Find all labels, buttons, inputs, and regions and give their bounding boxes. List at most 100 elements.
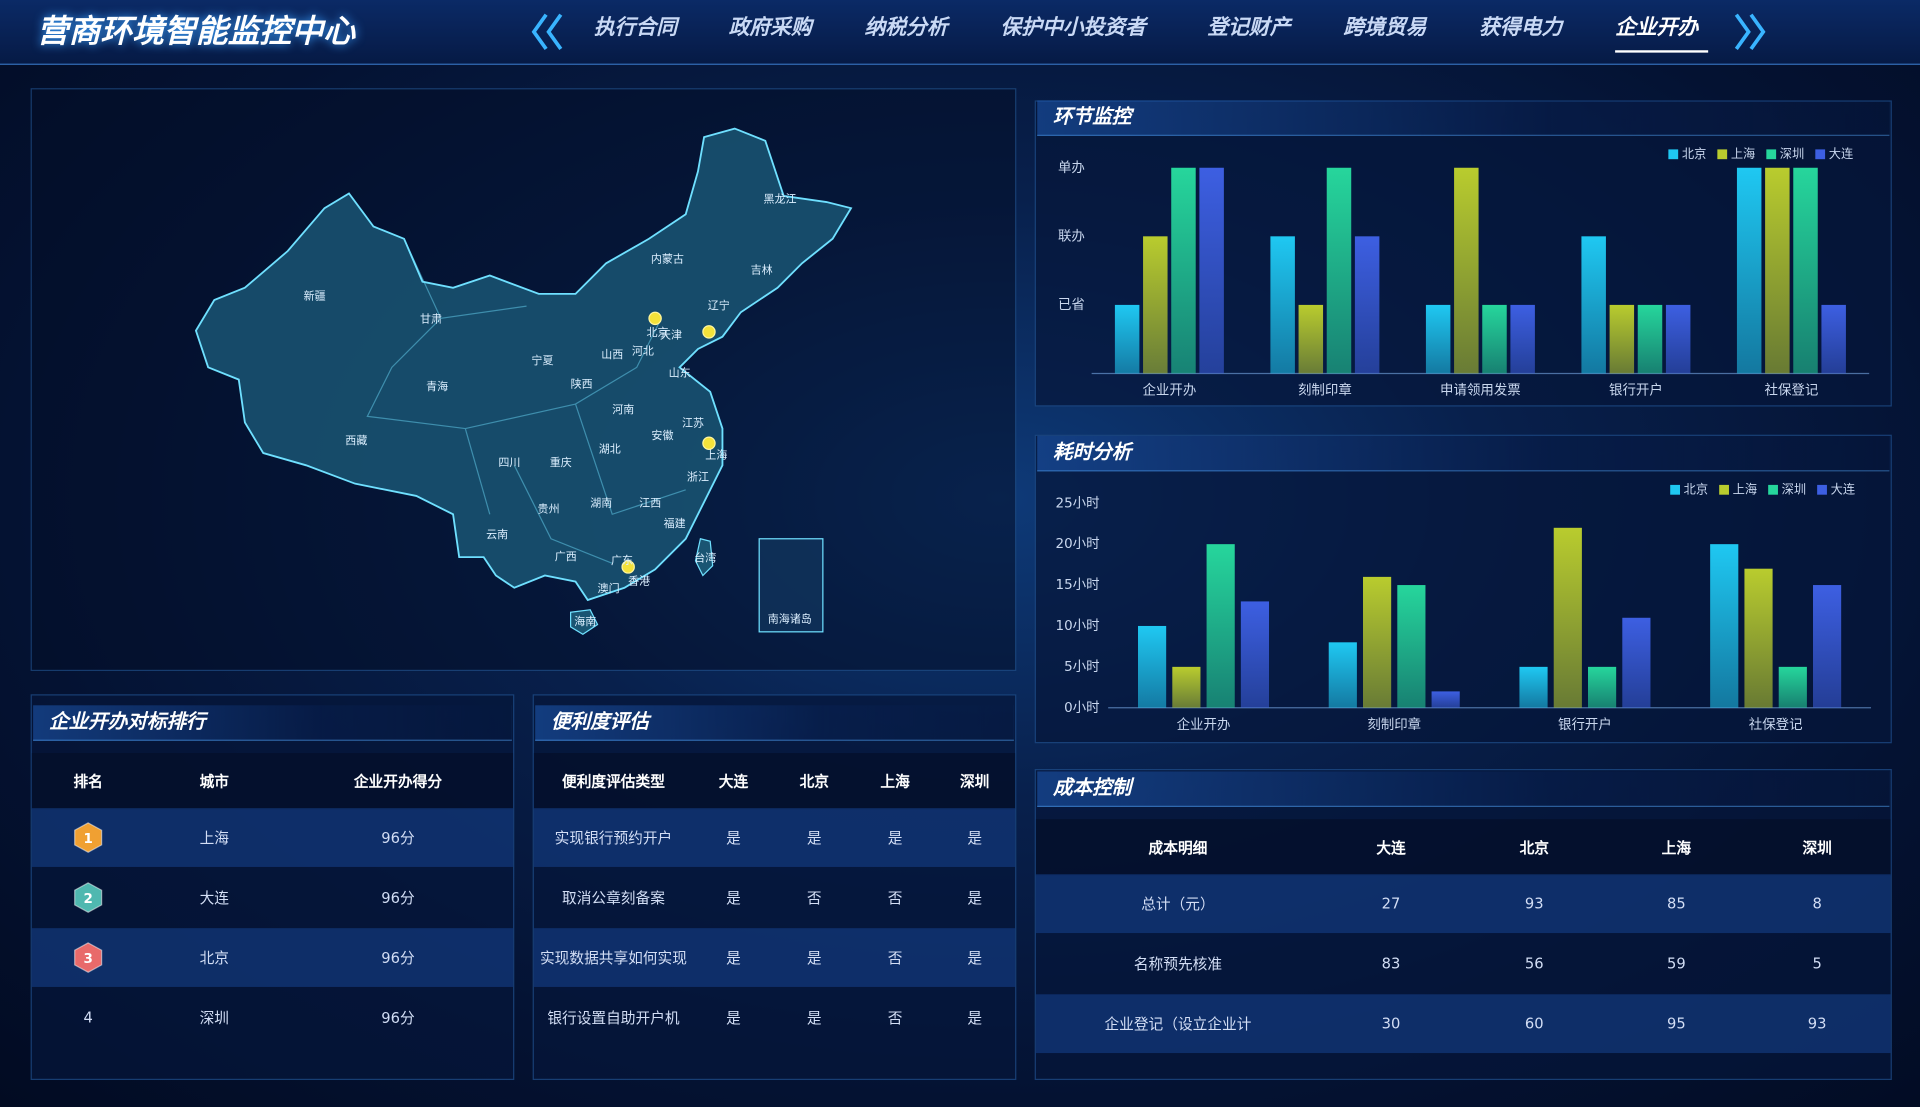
table-cell: 56: [1524, 955, 1544, 973]
x-tick-label: 刻制印章: [1298, 382, 1352, 399]
table-cell: 深圳: [199, 1009, 229, 1027]
table-header: 深圳: [959, 773, 990, 791]
province-label: 甘肃: [420, 313, 442, 326]
table-row-bg: [1035, 874, 1891, 934]
table-cell: 是: [967, 1009, 983, 1027]
title-bar: [1037, 100, 1890, 136]
bar: [1710, 544, 1739, 708]
province-label: 四川: [498, 456, 520, 469]
province-label: 辽宁: [708, 298, 730, 312]
table-cell: 是: [887, 829, 903, 847]
table-cell: 实现数据共享如何实现: [539, 949, 687, 967]
page-title: 营商环境智能监控中心: [37, 12, 356, 50]
table-header: 北京: [799, 773, 829, 791]
bar: [1454, 167, 1479, 374]
table-row-bg: [31, 808, 514, 867]
x-tick-label: 刻制印章: [1367, 716, 1421, 733]
y-tick-label: 单办: [1058, 160, 1085, 176]
legend-swatch: [1670, 484, 1680, 495]
table-row-bg: [31, 928, 514, 987]
section-title: 成本控制: [1052, 776, 1135, 799]
bar: [1326, 167, 1352, 374]
bar: [1482, 304, 1507, 374]
legend-label: 大连: [1829, 146, 1853, 161]
badge-shape: [74, 942, 103, 973]
table-cell: 85: [1666, 895, 1686, 913]
nav-item[interactable]: 企业开办: [1615, 15, 1699, 39]
bar: [1363, 576, 1392, 708]
y-tick-label: 0小时: [1064, 700, 1099, 716]
table-cell: 是: [726, 949, 741, 967]
bar: [1425, 304, 1451, 374]
table-row-bg: [1035, 994, 1891, 1054]
nav-prev[interactable]: [531, 13, 563, 51]
nav-item[interactable]: 跨境贸易: [1343, 15, 1427, 39]
table-cell: 企业登记（设立企业计: [1104, 1015, 1252, 1033]
badge-shape: [74, 822, 103, 853]
table-header-bg: [31, 753, 514, 810]
y-tick-label: 25小时: [1056, 495, 1100, 511]
table-cell: 大连: [199, 889, 229, 907]
province-label: 西藏: [345, 434, 367, 447]
x-tick-label: 社保登记: [1749, 717, 1803, 733]
table-cell: 是: [967, 829, 983, 847]
bar: [1519, 666, 1548, 708]
section-title: 耗时分析: [1053, 441, 1134, 464]
legend-label: 大连: [1831, 481, 1855, 496]
province-label: 宁夏: [531, 353, 553, 367]
legend-swatch: [1817, 484, 1827, 495]
table-header: 深圳: [1802, 839, 1832, 857]
nav-next[interactable]: [1734, 13, 1766, 51]
nav-item[interactable]: 保护中小投资者: [1000, 15, 1149, 39]
table-cell: 是: [806, 829, 822, 847]
city-marker: [702, 436, 716, 451]
bar: [1510, 304, 1535, 374]
table-cell: 是: [806, 949, 822, 967]
y-tick-label: 已省: [1058, 297, 1085, 313]
table-cell: 8: [1812, 895, 1822, 913]
table-cell: 27: [1381, 895, 1401, 913]
province-label: 香港: [628, 575, 650, 588]
bar: [1765, 167, 1790, 374]
bar: [1637, 304, 1663, 374]
x-tick-label: 社保登记: [1765, 383, 1819, 399]
bar: [1581, 236, 1606, 374]
table-header: 企业开办得分: [353, 773, 443, 791]
nav-item[interactable]: 执行合同: [594, 15, 680, 39]
province-label: 山西: [601, 348, 623, 361]
table-header-bg: [1035, 819, 1891, 876]
table-cell: 总计（元）: [1141, 895, 1215, 913]
x-tick-label: 银行开户: [1609, 382, 1663, 399]
section-title: 企业开办对标排行: [49, 710, 209, 733]
table-cell: 北京: [199, 949, 229, 967]
province-borders: [366, 238, 686, 564]
province-label: 北京: [647, 325, 669, 339]
table-cell: 59: [1666, 955, 1686, 973]
table-header: 北京: [1519, 839, 1549, 857]
bar: [1171, 167, 1196, 374]
nav-item[interactable]: 登记财产: [1207, 15, 1293, 39]
province-label: 安徽: [651, 428, 673, 442]
table-cell: 是: [806, 1009, 822, 1027]
nav-item[interactable]: 纳税分析: [864, 15, 950, 39]
nav-item[interactable]: 政府采购: [729, 15, 815, 39]
rank-badge: 3: [72, 942, 104, 974]
bar: [1199, 167, 1224, 374]
bar: [1431, 691, 1460, 708]
table-cell: 60: [1524, 1015, 1544, 1033]
bar: [1813, 585, 1842, 708]
province-label: 陕西: [571, 376, 593, 390]
table-header: 上海: [1661, 839, 1692, 857]
nav-item[interactable]: 获得电力: [1479, 15, 1564, 39]
city-marker: [648, 311, 662, 326]
province-label: 广东: [611, 554, 633, 567]
province-label: 江西: [639, 496, 661, 509]
rank-badge: 1: [72, 822, 104, 854]
rank-number: 1: [83, 832, 92, 847]
title-bar: [1037, 771, 1890, 807]
y-tick-label: 联办: [1058, 228, 1085, 244]
bar: [1553, 527, 1582, 708]
bar: [1206, 544, 1235, 708]
